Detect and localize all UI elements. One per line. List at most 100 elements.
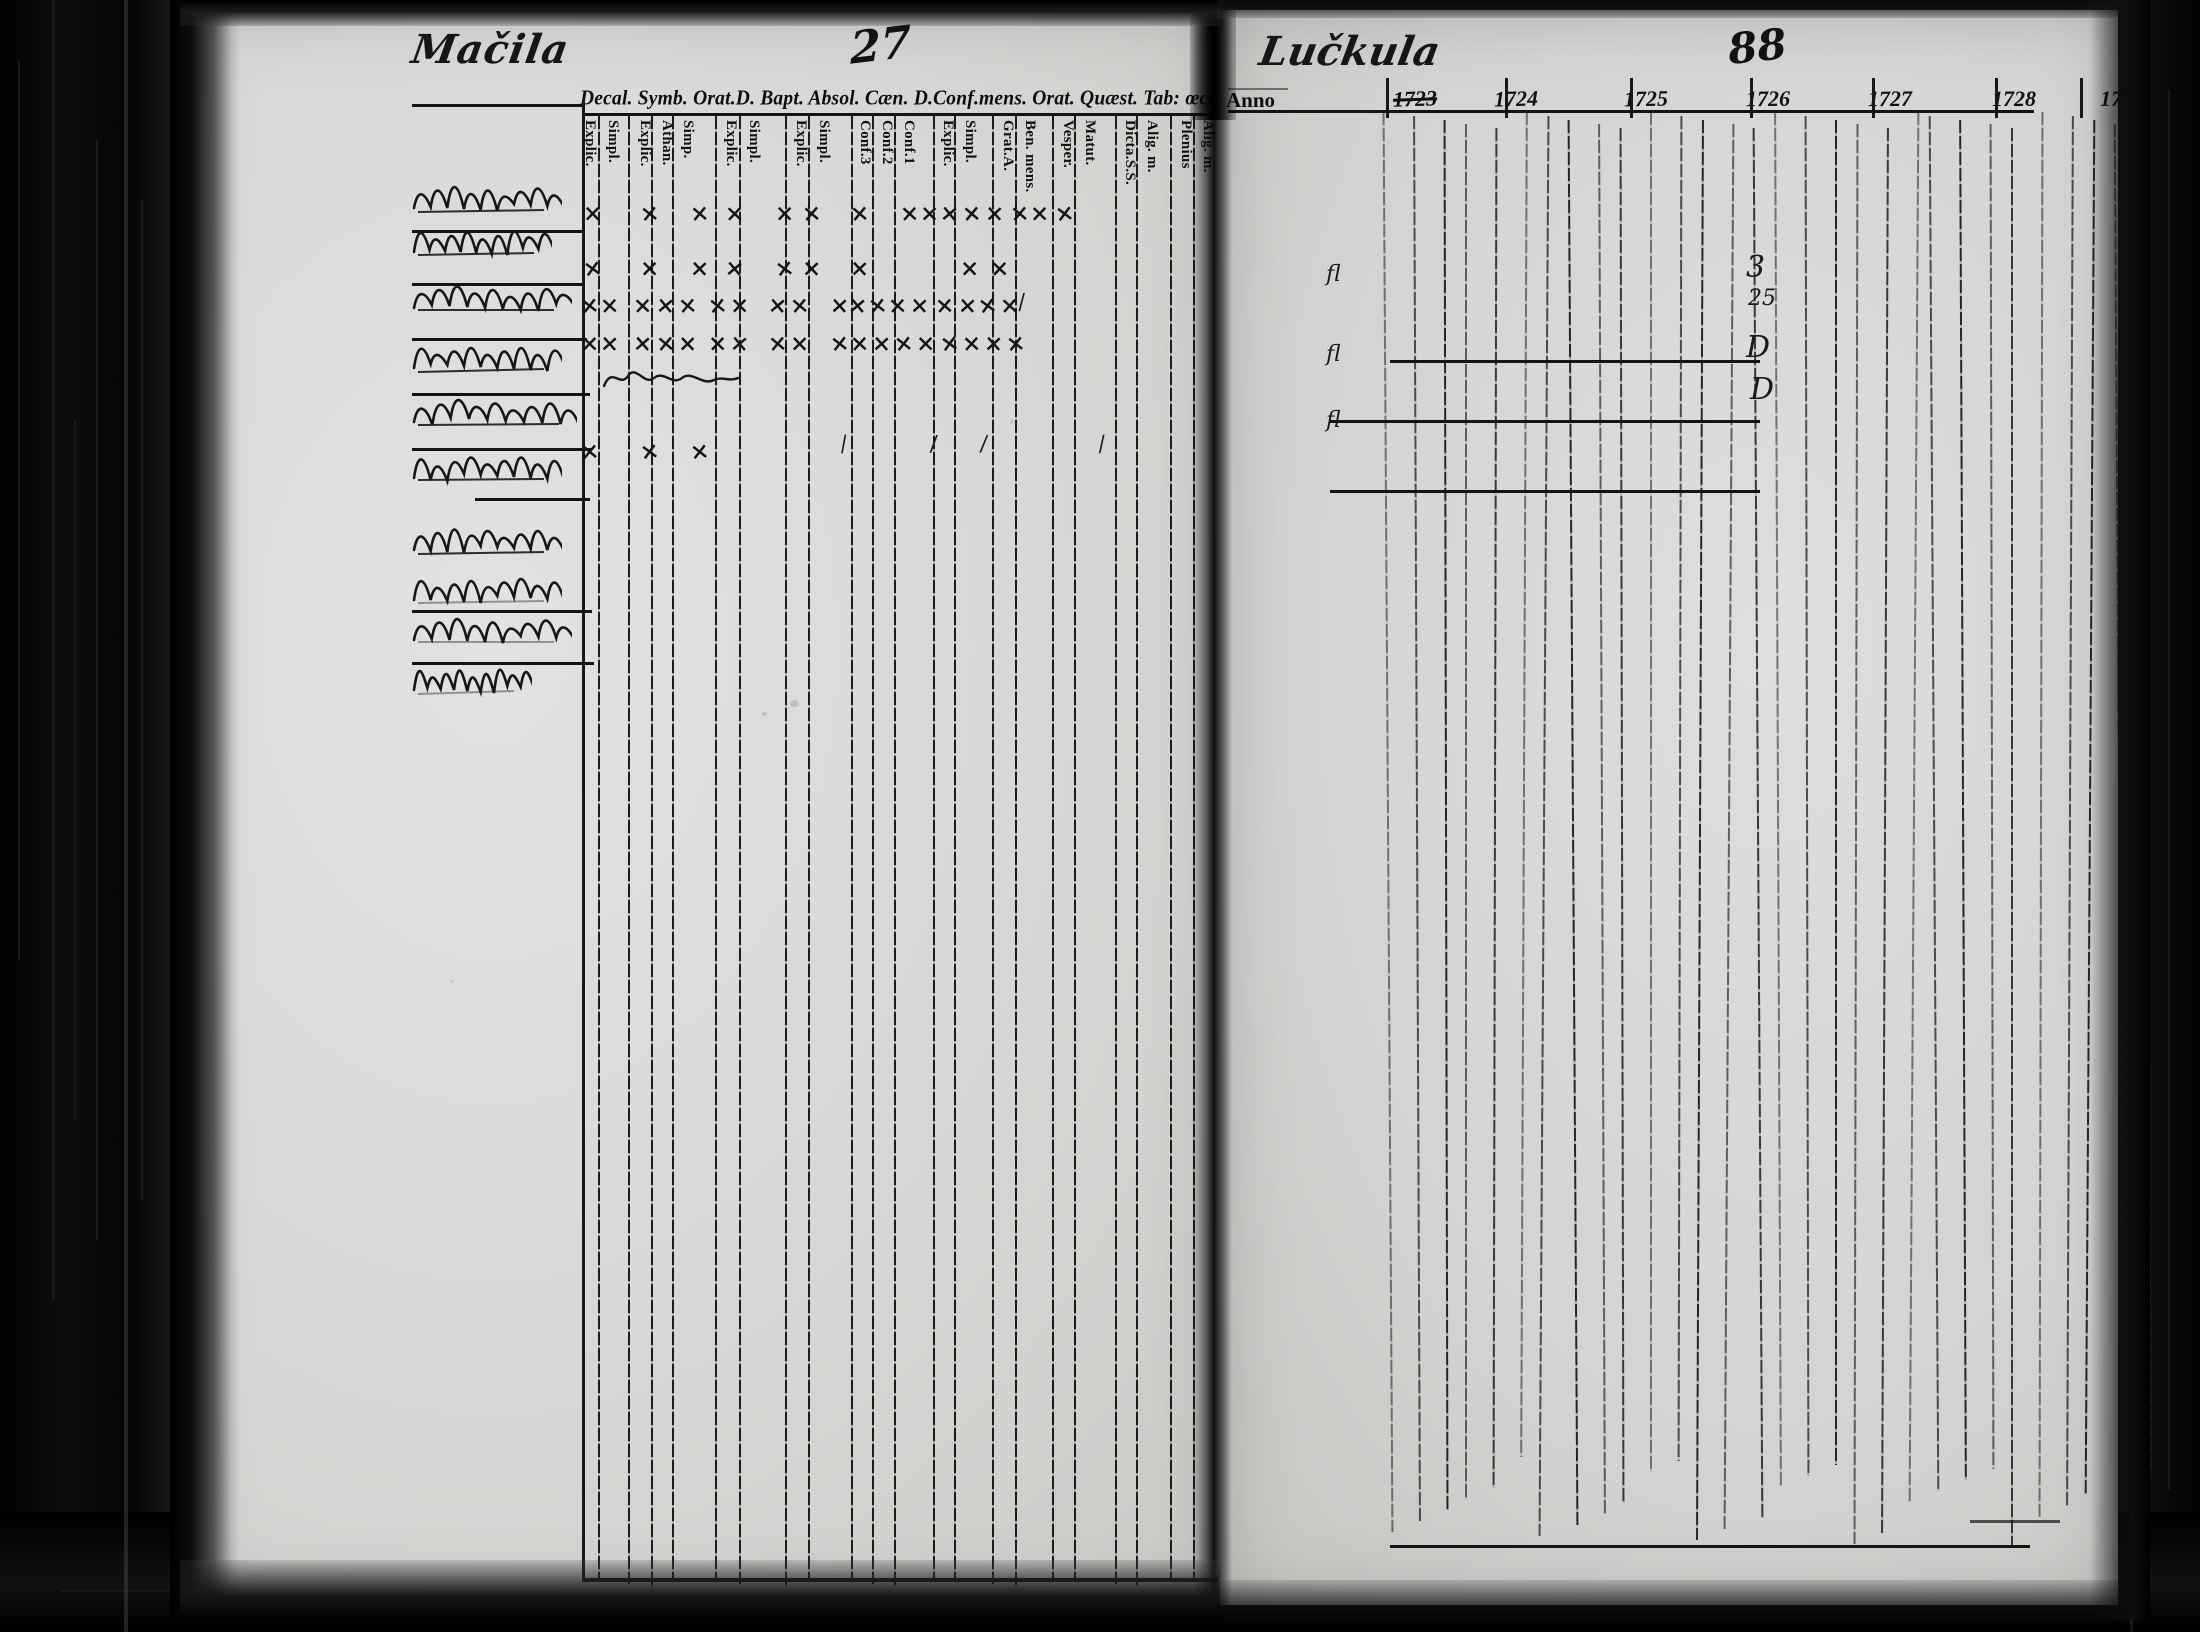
check-mark: ×: [800, 199, 823, 228]
marginal-mark: D: [1750, 372, 1775, 407]
subheader-1: Simpl.: [605, 120, 621, 164]
check-mark: ×: [892, 328, 915, 359]
left-spine-shadow: [170, 0, 240, 1620]
check-mark: ×: [828, 328, 851, 359]
check-mark: ×: [938, 199, 961, 228]
check-mark: ×: [984, 199, 1005, 228]
check-mark: ×: [938, 328, 962, 359]
grid-left-boundary: [582, 100, 585, 1582]
grid-rule-v: [739, 116, 741, 1584]
grid-rule-v: [1170, 116, 1172, 1578]
subheader-14: Grat.A.: [1000, 120, 1016, 172]
list-item: [412, 392, 577, 434]
check-mark: ×: [581, 253, 605, 284]
check-mark: ×: [789, 329, 810, 358]
year-column-separator: [2080, 78, 2083, 118]
grid-rule-v: [992, 116, 994, 1584]
list-item: [412, 338, 562, 380]
check-mark: ×: [578, 290, 601, 321]
check-mark: ×: [654, 329, 677, 358]
check-mark: ×: [788, 291, 811, 320]
subheader-11: Conf.1: [901, 120, 917, 165]
subheader-6: Simpl.: [746, 120, 762, 164]
check-mark: ×: [599, 329, 620, 358]
grid-rule-v: [1052, 116, 1054, 1578]
marginal-mark: fl: [1326, 342, 1341, 367]
check-mark: ×: [579, 329, 600, 358]
check-mark: ×: [676, 291, 699, 320]
check-mark: ×: [766, 291, 789, 320]
subheader-9: Conf.3: [857, 120, 873, 165]
marginal-mark: D: [1746, 330, 1771, 365]
grid-rule-v: [715, 116, 717, 1581]
list-item: [412, 610, 572, 652]
list-item: [412, 660, 532, 702]
check-mark: ×: [1053, 198, 1077, 229]
left-page: [180, 8, 1220, 1608]
list-item: [412, 448, 562, 490]
grid-rule-v: [851, 116, 853, 1581]
subheader-8: Simpl.: [816, 120, 832, 164]
grid-rule-v: [894, 116, 896, 1587]
left-page-title: Mačila: [408, 26, 573, 73]
year-label-1724: 1724: [1493, 85, 1539, 112]
check-mark: ×: [899, 199, 920, 228]
subheader-13: Simpl.: [962, 120, 978, 164]
check-mark: ×: [578, 437, 601, 466]
grid-rule-v: [598, 116, 600, 1581]
book-gutter: [1192, 0, 1232, 1620]
subheader-19: Alig. m.: [1144, 120, 1160, 173]
grid-rule-v: [672, 116, 674, 1578]
subheader-3: Athan.: [659, 120, 675, 166]
check-mark: ×: [960, 255, 980, 282]
subheader-18: Dicta.S.S.: [1122, 120, 1138, 186]
check-mark: ×: [706, 290, 729, 321]
subheader-4: Simp.: [680, 120, 696, 159]
check-mark: ×: [775, 200, 795, 227]
year-column-separator: [1872, 78, 1875, 118]
check-mark: ×: [773, 253, 797, 284]
check-mark: ×: [599, 291, 620, 320]
list-item: [412, 278, 572, 320]
year-column-separator: [1386, 78, 1389, 118]
check-mark: ×: [707, 329, 728, 358]
grid-rule-v: [2011, 128, 2013, 1548]
check-mark: ×: [887, 291, 908, 320]
grid-rule-v: [1136, 116, 1138, 1587]
list-item: [412, 570, 562, 612]
year-column-separator: [1630, 78, 1633, 118]
subheader-16: Vesper.: [1060, 120, 1076, 169]
check-mark: /: [929, 431, 939, 458]
check-mark: ×: [871, 329, 892, 358]
check-mark: ×: [583, 200, 603, 227]
grid-rule-v: [872, 116, 874, 1584]
check-mark: ×: [934, 291, 956, 320]
subheader-2: Explic.: [637, 120, 653, 167]
check-mark: ×: [688, 199, 711, 228]
list-item: [412, 520, 562, 562]
marginal-mark: fl: [1326, 262, 1341, 287]
subheader-20: Plenius: [1178, 120, 1194, 169]
check-mark: ×: [1008, 199, 1031, 228]
subheader-0: Explic.: [582, 120, 598, 167]
check-mark: ×: [961, 329, 982, 358]
subheader-10: Conf.2: [879, 120, 895, 165]
marginal-mark: 3: [1746, 250, 1766, 285]
grid-rule-v: [628, 116, 630, 1584]
year-label-1723: 1723: [1392, 85, 1438, 112]
check-mark: ×: [689, 254, 710, 283]
check-mark: ×: [909, 291, 930, 320]
check-mark: ×: [983, 329, 1004, 358]
check-mark: ×: [866, 290, 889, 321]
right-bottom-shadow: [1218, 1580, 2118, 1620]
grid-rule-v: [651, 116, 653, 1587]
subheader-12: Explic.: [940, 120, 956, 167]
grid-rule-v: [1074, 116, 1076, 1581]
check-mark: ×: [1004, 328, 1027, 359]
left-top-shadow: [180, 0, 1220, 26]
marginal-mark: 25: [1748, 286, 1776, 311]
check-mark: ×: [849, 254, 870, 283]
grid-rule-v: [954, 116, 956, 1581]
check-mark: ×: [919, 199, 940, 228]
printed-column-header: Decal. Symb. Orat.D. Bapt. Absol. Cæn. D…: [580, 87, 1292, 110]
